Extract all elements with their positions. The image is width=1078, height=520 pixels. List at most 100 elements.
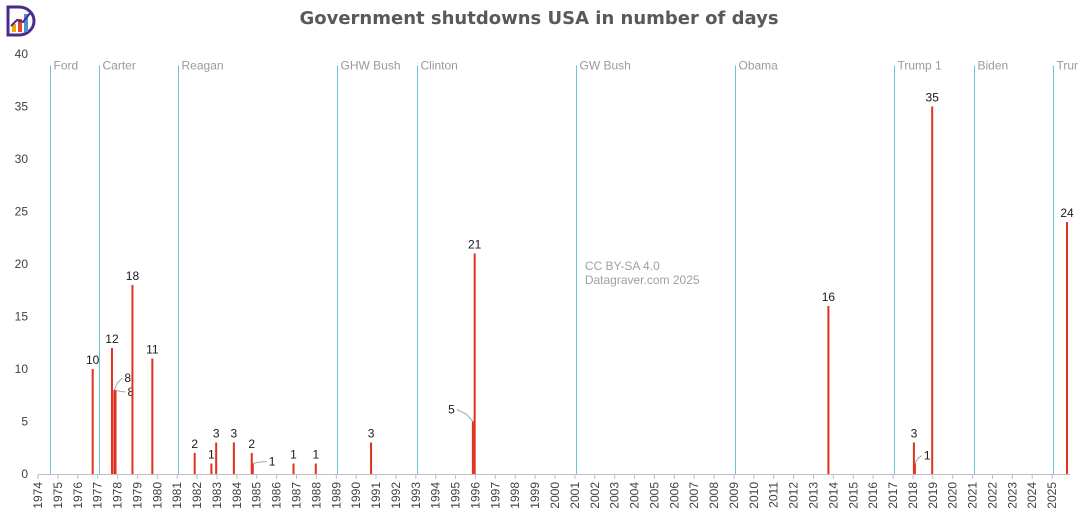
x-tick-label: 1990: [349, 482, 363, 509]
shutdown-bar: [232, 442, 235, 474]
x-tick-label: 2012: [787, 482, 801, 509]
x-tick-label: 2011: [767, 482, 781, 508]
y-tick-label: 35: [15, 100, 29, 114]
x-tick-label: 1993: [409, 482, 423, 509]
x-tick-label: 2004: [628, 482, 642, 509]
presidency-label: Obama: [739, 59, 779, 73]
x-tick-label: 1974: [31, 482, 45, 509]
x-tick-label: 1975: [51, 482, 65, 509]
x-tick-label: 2009: [727, 482, 741, 509]
presidency-label: Clinton: [421, 59, 458, 73]
x-tick-label: 2024: [1025, 482, 1039, 509]
x-tick-label: 1976: [71, 482, 85, 509]
x-tick-label: 1988: [309, 482, 323, 509]
x-tick-label: 1979: [130, 482, 144, 509]
x-tick-label: 2023: [1005, 482, 1019, 509]
data-label: 3: [368, 427, 375, 441]
shutdown-bar: [210, 463, 213, 474]
shutdown-bar: [931, 106, 934, 474]
data-label: 1: [269, 455, 276, 469]
data-label-callout: [456, 409, 474, 422]
x-tick-label: 1981: [170, 482, 184, 509]
presidency-label: GHW Bush: [341, 59, 401, 73]
data-label: 1: [208, 448, 215, 462]
data-label: 35: [926, 91, 940, 105]
presidency-label: Carter: [103, 59, 136, 73]
shutdown-bar: [913, 463, 916, 474]
x-tick-label: 2002: [588, 482, 602, 509]
y-tick-label: 10: [15, 362, 29, 376]
data-label: 3: [213, 427, 220, 441]
x-tick-label: 2007: [687, 482, 701, 509]
data-label-callout: [252, 461, 267, 464]
shutdown-bar: [113, 390, 116, 474]
chart-title: Government shutdowns USA in number of da…: [299, 8, 779, 29]
shutdown-bar: [292, 463, 295, 474]
x-tick-label: 2008: [707, 482, 721, 509]
x-tick-label: 2014: [826, 482, 840, 509]
x-tick-label: 2013: [806, 482, 820, 509]
x-tick-label: 2010: [747, 482, 761, 509]
x-tick-label: 1983: [210, 482, 224, 509]
data-label: 5: [448, 403, 455, 417]
data-label: 18: [126, 269, 140, 283]
x-tick-label: 2006: [667, 482, 681, 509]
y-tick-label: 0: [21, 467, 28, 481]
x-tick-label: 1997: [488, 482, 502, 509]
x-tick-label: 1998: [508, 482, 522, 509]
y-tick-label: 20: [15, 257, 29, 271]
shutdown-bar: [471, 421, 474, 474]
x-tick-label: 2021: [966, 482, 980, 509]
x-tick-label: 1991: [369, 482, 383, 509]
presidency-label: Trump 1: [898, 59, 943, 73]
presidency-label: Reagan: [182, 59, 224, 73]
x-tick-label: 1980: [150, 482, 164, 509]
x-tick-label: 2003: [608, 482, 622, 509]
data-label-callout: [115, 389, 126, 393]
x-tick-label: 1989: [329, 482, 343, 509]
x-tick-label: 1978: [111, 482, 125, 509]
x-tick-label: 2005: [647, 482, 661, 509]
data-label: 2: [191, 437, 198, 451]
x-tick-label: 1999: [528, 482, 542, 509]
data-label: 10: [86, 353, 100, 367]
data-label: 2: [248, 437, 255, 451]
credit-text: Datagraver.com 2025: [585, 273, 700, 287]
x-tick-label: 2020: [946, 482, 960, 509]
presidency-label: Trump 2: [1057, 59, 1078, 73]
data-label-callout: [113, 377, 123, 391]
data-label: 24: [1060, 206, 1074, 220]
x-tick-label: 1994: [429, 482, 443, 509]
x-tick-label: 2022: [985, 482, 999, 509]
data-label: 21: [468, 238, 482, 252]
shutdown-bar: [314, 463, 317, 474]
presidency-label: GW Bush: [580, 59, 631, 73]
presidency-label: Biden: [978, 59, 1009, 73]
y-tick-label: 30: [15, 152, 29, 166]
credit-text: CC BY-SA 4.0: [585, 259, 660, 273]
shutdown-bar: [912, 442, 915, 474]
shutdown-bar: [251, 463, 254, 474]
shutdown-bar: [91, 369, 94, 474]
y-tick-label: 15: [15, 310, 29, 324]
shutdown-bar: [110, 348, 113, 474]
data-label: 8: [128, 385, 135, 399]
data-label: 1: [290, 448, 297, 462]
data-label: 16: [822, 290, 836, 304]
data-label: 12: [105, 332, 119, 346]
y-tick-label: 5: [21, 415, 28, 429]
presidency-label: Ford: [54, 59, 79, 73]
x-tick-label: 2025: [1045, 482, 1059, 509]
x-tick-label: 1982: [190, 482, 204, 509]
data-label: 1: [312, 448, 319, 462]
x-tick-label: 1996: [468, 482, 482, 509]
x-tick-label: 2018: [906, 482, 920, 509]
y-tick-label: 25: [15, 205, 29, 219]
x-tick-label: 1985: [250, 482, 264, 509]
x-tick-label: 1977: [91, 482, 105, 509]
datagraver-logo-icon: [6, 5, 36, 37]
x-tick-label: 2016: [866, 482, 880, 509]
shutdown-bar: [827, 306, 830, 474]
y-tick-label: 40: [15, 47, 29, 61]
data-label: 3: [231, 427, 238, 441]
